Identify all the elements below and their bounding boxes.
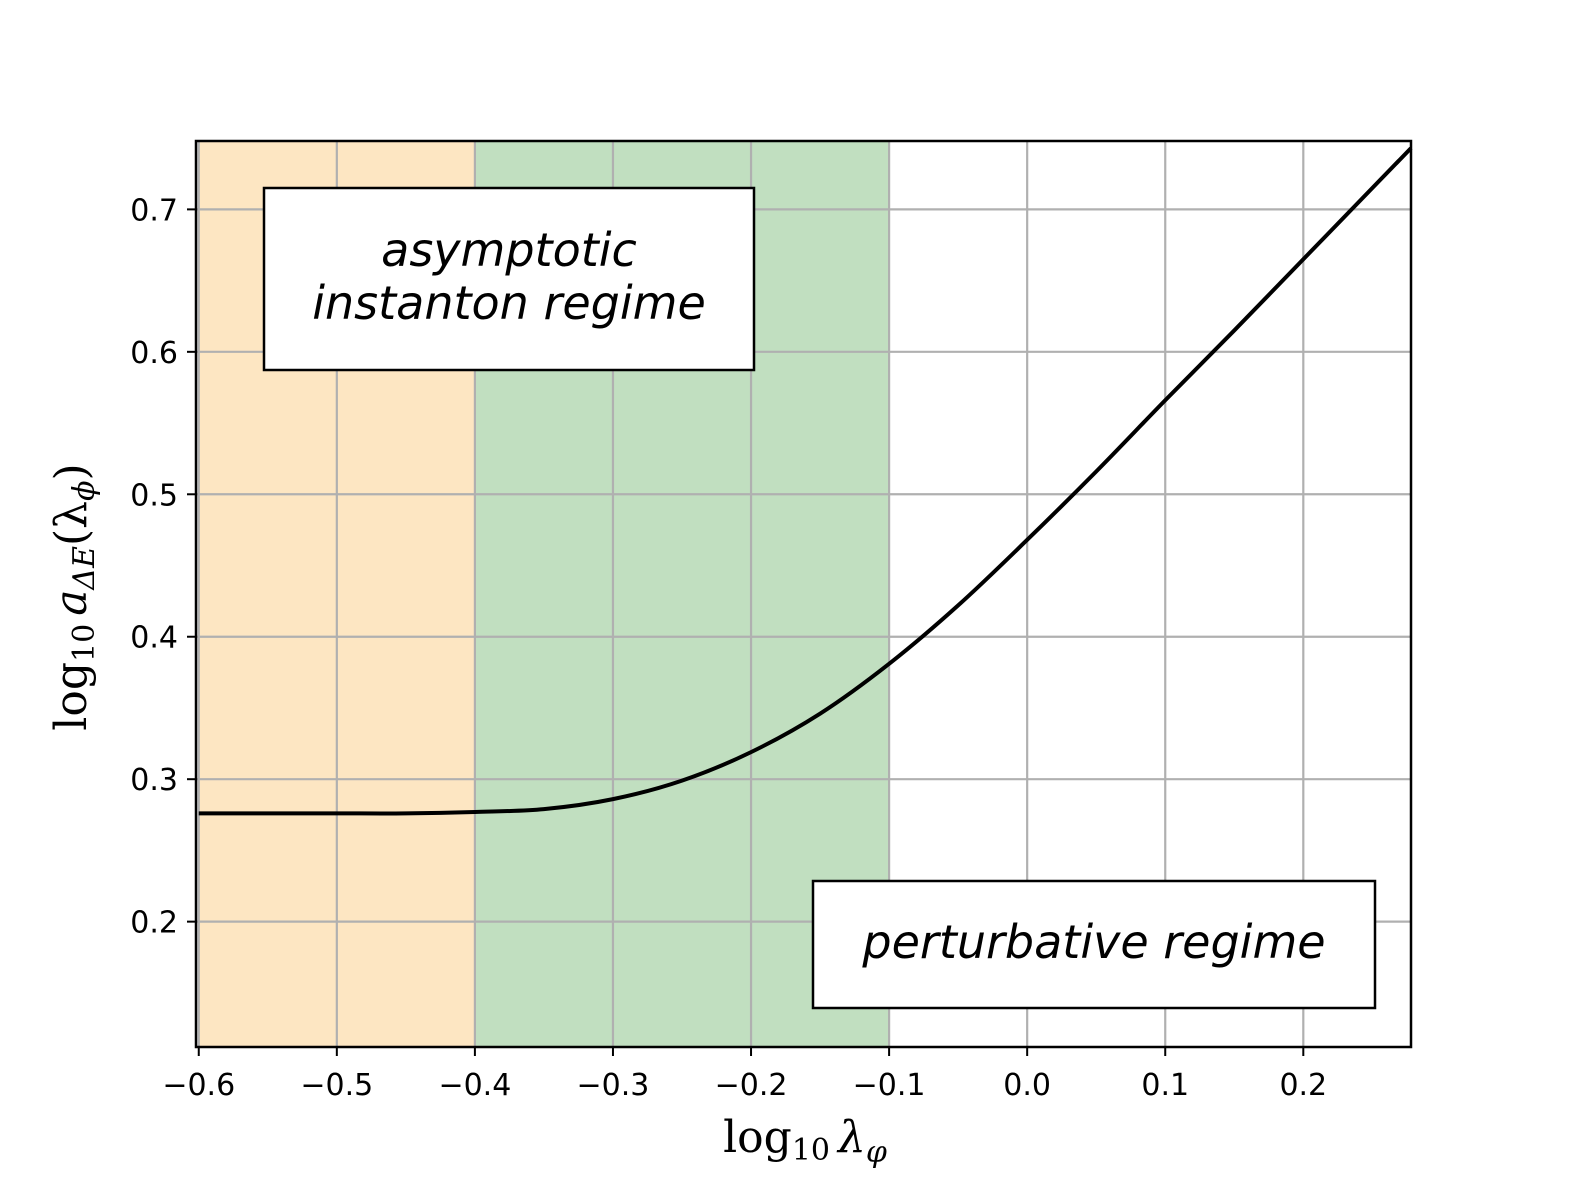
plot-frame — [194, 139, 1413, 1049]
x-tick-label: 0.2 — [1279, 1068, 1327, 1103]
x-axis-ticks: −0.6 −0.5 −0.4 −0.3 −0.2 −0.1 0.0 0.1 0.2 — [162, 1047, 1327, 1103]
x-tick-label: −0.5 — [300, 1068, 373, 1103]
y-axis-title: log10aΔE(λϕ) — [46, 463, 102, 730]
y-tick-label: 0.6 — [130, 336, 178, 371]
y-tick-label: 0.4 — [130, 621, 178, 656]
x-axis-title: log10 λφ — [723, 1112, 887, 1170]
y-tick-label: 0.3 — [130, 763, 178, 798]
x-tick-label: 0.1 — [1141, 1068, 1189, 1103]
series-line-0 — [198, 146, 1413, 816]
x-tick-label: −0.2 — [715, 1068, 788, 1103]
x-tick-label: −0.3 — [577, 1068, 650, 1103]
x-tick-label: −0.4 — [438, 1068, 511, 1103]
y-tick-label: 0.2 — [130, 906, 178, 941]
annotation-box-1 — [811, 879, 1377, 1010]
x-tick-label: 0.0 — [1003, 1068, 1051, 1103]
y-tick-label: 0.7 — [130, 193, 178, 228]
x-tick-label: −0.1 — [853, 1068, 926, 1103]
annotation-box-0 — [262, 186, 756, 372]
x-tick-label: −0.6 — [162, 1068, 235, 1103]
annotation-text: perturbative regime — [861, 915, 1325, 969]
y-tick-label: 0.5 — [130, 478, 178, 513]
y-axis-ticks: 0.2 0.3 0.4 0.5 0.6 0.7 — [130, 193, 196, 941]
series-lines — [198, 146, 1413, 816]
annotation-text: asymptotic — [381, 223, 637, 277]
annotation-text: instanton regime — [312, 276, 706, 330]
